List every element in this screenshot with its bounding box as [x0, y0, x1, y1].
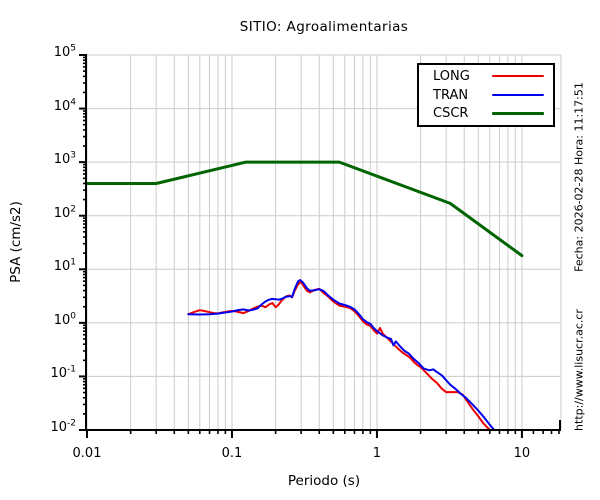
x-tick-label: 0.1 [221, 446, 243, 461]
y-axis-label: PSA (cm/s2) [8, 201, 24, 283]
legend-item-cscr: CSCR [419, 104, 553, 123]
legend-line-cscr [492, 112, 544, 116]
legend-item-long: LONG [419, 67, 553, 86]
y-tick-label: 10-2 [50, 418, 76, 435]
legend-label-cscr: CSCR [433, 106, 469, 122]
legend-item-tran: TRAN [419, 86, 553, 105]
series-cscr [87, 160, 524, 258]
series-tran [187, 279, 496, 430]
y-tick-label: 103 [53, 150, 76, 168]
website-url-text: http://www.lisucr.ac.cr [572, 309, 586, 431]
legend-line-long [492, 75, 544, 78]
legend-line-tran [492, 94, 544, 96]
legend-label-tran: TRAN [433, 87, 469, 103]
y-tick-label: 101 [53, 257, 76, 275]
x-tick-label: 0.01 [72, 446, 102, 461]
x-tick-label: 10 [513, 446, 531, 461]
y-tick-label: 102 [53, 204, 76, 221]
x-tick-label: 1 [372, 446, 382, 461]
x-axis-label: Periodo (s) [287, 473, 361, 489]
legend-label-long: LONG [433, 68, 470, 84]
timestamp-text: Fecha: 2026-02-28 Hora: 11:17:51 [572, 82, 586, 272]
y-tick-label: 10-1 [50, 365, 76, 382]
chart-title: SITIO: Agroalimentarias [239, 19, 409, 35]
y-tick-label: 100 [53, 311, 76, 328]
y-tick-label: 104 [53, 97, 76, 114]
y-tick-label: 105 [53, 43, 76, 60]
legend-box: LONG TRAN CSCR [417, 63, 555, 127]
